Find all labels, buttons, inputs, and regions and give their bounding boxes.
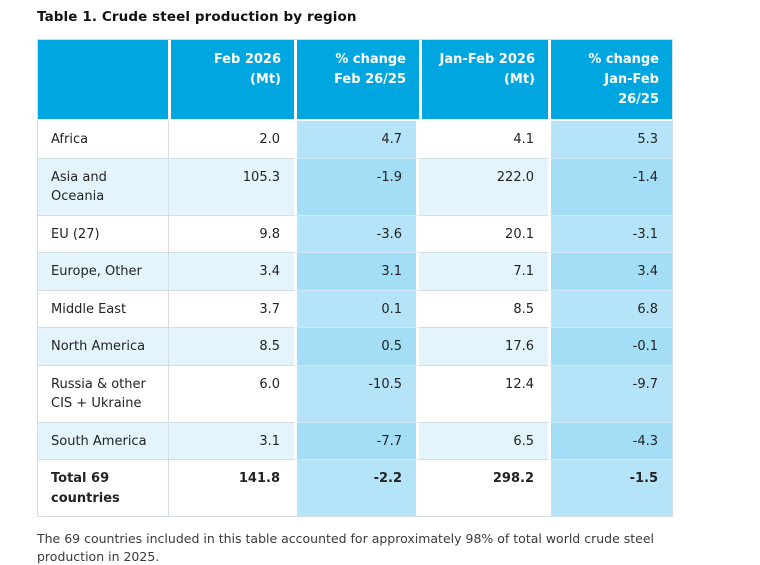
crude-steel-production-table: Feb 2026 (Mt) % change Feb 26/25 Jan-Feb… [38, 40, 672, 517]
header-pct-change-janfeb: % change Jan-Feb 26/25 [548, 40, 672, 122]
header-row: Feb 2026 (Mt) % change Feb 26/25 Jan-Feb… [38, 40, 672, 122]
page: Table 1. Crude steel production by regio… [37, 9, 673, 564]
janfeb-value-cell: 7.1 [419, 253, 548, 291]
region-cell: Middle East [38, 290, 168, 329]
feb-value-cell: 6.0 [168, 365, 294, 423]
header-feb-2026-line1: Feb 2026 [213, 52, 281, 67]
header-pct-change-janfeb-line2: Jan-Feb 26/25 [604, 72, 659, 108]
region-cell: Asia and Oceania [38, 158, 168, 216]
region-cell: South America [38, 422, 168, 461]
feb-change-cell: 3.1 [294, 253, 419, 291]
header-pct-change-feb-line1: % change [335, 52, 406, 67]
header-janfeb-2026: Jan-Feb 2026 (Mt) [419, 40, 548, 122]
table-row-europe-other: Europe, Other 3.4 3.1 7.1 3.4 [38, 253, 672, 291]
janfeb-value-cell: 17.6 [419, 328, 548, 366]
header-feb-2026-line2: (Mt) [249, 72, 281, 88]
total-janfeb-value-cell: 298.2 [419, 460, 548, 517]
feb-value-cell: 9.8 [168, 215, 294, 254]
table-row-south-america: South America 3.1 -7.7 6.5 -4.3 [38, 422, 672, 461]
feb-change-cell: 4.7 [294, 121, 419, 159]
header-janfeb-2026-line2: (Mt) [503, 72, 535, 88]
janfeb-value-cell: 6.5 [419, 422, 548, 461]
janfeb-change-cell: -4.3 [548, 422, 672, 461]
table-row-middle-east: Middle East 3.7 0.1 8.5 6.8 [38, 290, 672, 329]
header-pct-change-feb: % change Feb 26/25 [294, 40, 419, 122]
table-row-africa: Africa 2.0 4.7 4.1 5.3 [38, 121, 672, 159]
janfeb-change-cell: -3.1 [548, 215, 672, 254]
region-cell: Africa [38, 121, 168, 159]
table-row-russia-cis-ukraine: Russia & other CIS + Ukraine 6.0 -10.5 1… [38, 365, 672, 423]
header-region [38, 40, 168, 122]
table-row-north-america: North America 8.5 0.5 17.6 -0.1 [38, 328, 672, 366]
janfeb-value-cell: 8.5 [419, 290, 548, 329]
crude-steel-table-wrapper: Feb 2026 (Mt) % change Feb 26/25 Jan-Feb… [37, 39, 673, 518]
total-janfeb-change-cell: -1.5 [548, 460, 672, 517]
table-row-asia-oceania: Asia and Oceania 105.3 -1.9 222.0 -1.4 [38, 158, 672, 216]
janfeb-value-cell: 20.1 [419, 215, 548, 254]
region-cell: Russia & other CIS + Ukraine [38, 365, 168, 423]
janfeb-value-cell: 222.0 [419, 158, 548, 216]
feb-value-cell: 2.0 [168, 121, 294, 159]
feb-change-cell: -1.9 [294, 158, 419, 216]
feb-value-cell: 3.7 [168, 290, 294, 329]
janfeb-value-cell: 12.4 [419, 365, 548, 423]
feb-change-cell: 0.5 [294, 328, 419, 366]
janfeb-change-cell: 5.3 [548, 121, 672, 159]
table-footnote: The 69 countries included in this table … [37, 531, 655, 564]
janfeb-value-cell: 4.1 [419, 121, 548, 159]
feb-change-cell: -3.6 [294, 215, 419, 254]
region-cell: EU (27) [38, 215, 168, 254]
janfeb-change-cell: -1.4 [548, 158, 672, 216]
total-feb-change-cell: -2.2 [294, 460, 419, 517]
header-feb-2026: Feb 2026 (Mt) [168, 40, 294, 122]
feb-change-cell: -7.7 [294, 422, 419, 461]
header-pct-change-janfeb-line1: % change [588, 52, 659, 67]
feb-value-cell: 105.3 [168, 158, 294, 216]
janfeb-change-cell: -0.1 [548, 328, 672, 366]
total-feb-value-cell: 141.8 [168, 460, 294, 517]
region-cell: Europe, Other [38, 253, 168, 291]
header-janfeb-2026-line1: Jan-Feb 2026 [439, 52, 535, 67]
table-title: Table 1. Crude steel production by regio… [37, 9, 357, 25]
table-row-total: Total 69 countries 141.8 -2.2 298.2 -1.5 [38, 460, 672, 517]
table-row-eu27: EU (27) 9.8 -3.6 20.1 -3.1 [38, 215, 672, 254]
region-cell: North America [38, 328, 168, 366]
feb-change-cell: -10.5 [294, 365, 419, 423]
feb-value-cell: 3.4 [168, 253, 294, 291]
janfeb-change-cell: 6.8 [548, 290, 672, 329]
janfeb-change-cell: 3.4 [548, 253, 672, 291]
total-region-cell: Total 69 countries [38, 460, 168, 517]
feb-value-cell: 3.1 [168, 422, 294, 461]
header-pct-change-feb-line2: Feb 26/25 [334, 72, 406, 88]
feb-value-cell: 8.5 [168, 328, 294, 366]
feb-change-cell: 0.1 [294, 290, 419, 329]
janfeb-change-cell: -9.7 [548, 365, 672, 423]
